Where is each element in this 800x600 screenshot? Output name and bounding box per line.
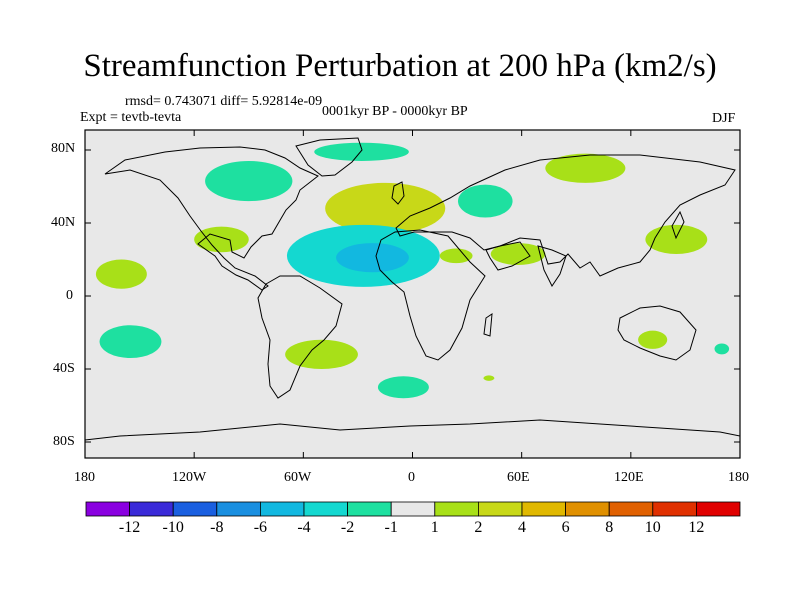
colorbar-swatch bbox=[390, 501, 436, 517]
colorbar-swatch bbox=[652, 501, 697, 517]
lat-tick-80N: 80N bbox=[51, 141, 76, 156]
anomaly-13 bbox=[285, 339, 358, 369]
stats-label: rmsd= 0.743071 diff= 5.92814e-09 bbox=[125, 94, 323, 109]
colorbar-swatch bbox=[172, 501, 218, 517]
anomaly-11 bbox=[95, 259, 147, 289]
australia-coast bbox=[617, 305, 697, 361]
anomaly-0 bbox=[325, 182, 446, 234]
colorbar-swatch bbox=[303, 501, 348, 517]
colorbar-swatch bbox=[565, 501, 610, 517]
colorbar bbox=[85, 501, 741, 517]
colorbar-label: 12 bbox=[688, 519, 705, 536]
lon-tick-180w: 180 bbox=[74, 470, 95, 485]
colorbar-label: 2 bbox=[474, 519, 483, 536]
greenland-coast bbox=[295, 137, 363, 177]
colorbar-label: 8 bbox=[605, 519, 614, 536]
period-label: 0001kyr BP - 0000kyr BP bbox=[322, 104, 468, 119]
lon-tick-120E: 120E bbox=[614, 470, 644, 485]
colorbar-swatch bbox=[477, 501, 523, 517]
colorbar-label: -1 bbox=[384, 519, 398, 536]
anomaly-4 bbox=[314, 142, 409, 161]
colorbar-label: -10 bbox=[162, 519, 184, 536]
anomaly-2 bbox=[336, 243, 409, 273]
antarctica-coast bbox=[85, 419, 740, 441]
lon-tick-0: 0 bbox=[408, 470, 415, 485]
madagascar-coast bbox=[483, 313, 493, 337]
colorbar-swatch bbox=[85, 501, 130, 517]
anomaly-16 bbox=[638, 330, 668, 349]
colorbar-label: -4 bbox=[297, 519, 311, 536]
lat-tick-40S: 40S bbox=[53, 361, 75, 376]
eurasia-coast bbox=[395, 154, 736, 277]
anomaly-contours bbox=[95, 142, 730, 399]
lon-tick-120W: 120W bbox=[172, 470, 207, 485]
colorbar-label: -12 bbox=[118, 519, 141, 536]
anomaly-7 bbox=[645, 224, 708, 255]
anomaly-6 bbox=[457, 184, 513, 218]
lat-tick-0: 0 bbox=[66, 288, 73, 303]
colorbar-swatch bbox=[347, 501, 392, 517]
india-coast bbox=[537, 245, 567, 287]
lon-tick-180e: 180 bbox=[728, 470, 749, 485]
lat-tick-80S: 80S bbox=[53, 434, 75, 449]
map-background bbox=[85, 130, 740, 458]
colorbar-swatch bbox=[129, 501, 174, 517]
colorbar-label: -6 bbox=[253, 519, 268, 536]
uk-coast bbox=[391, 181, 405, 205]
anomaly-15 bbox=[483, 375, 495, 381]
japan-coast bbox=[671, 210, 685, 240]
colorbar-swatch bbox=[608, 501, 654, 517]
anomaly-8 bbox=[490, 243, 546, 265]
anomaly-5 bbox=[545, 153, 626, 183]
colorbar-label: 1 bbox=[430, 519, 439, 536]
colorbar-label: -8 bbox=[210, 519, 224, 536]
season-label: DJF bbox=[712, 111, 736, 126]
colorbar-swatch bbox=[434, 501, 479, 517]
colorbar-swatch bbox=[521, 501, 566, 517]
south-america-coast bbox=[257, 275, 343, 399]
arabia-coast bbox=[485, 241, 531, 271]
anomaly-10 bbox=[194, 226, 249, 253]
lon-tick-60W: 60W bbox=[284, 470, 312, 485]
anomaly-3 bbox=[205, 160, 293, 202]
north-america-coast bbox=[104, 146, 319, 291]
anomaly-14 bbox=[377, 376, 429, 399]
colorbar-swatch bbox=[216, 501, 261, 517]
africa-coast bbox=[375, 229, 486, 361]
anomaly-9 bbox=[439, 248, 473, 264]
anomaly-17 bbox=[714, 343, 730, 355]
colorbar-swatch bbox=[259, 501, 305, 517]
colorbar-label: -2 bbox=[340, 519, 355, 536]
experiment-label: Expt = tevtb-tevta bbox=[80, 110, 182, 125]
colorbar-swatch bbox=[696, 501, 741, 517]
colorbar-label: 6 bbox=[561, 519, 570, 536]
coastlines bbox=[85, 137, 740, 441]
anomaly-12 bbox=[99, 325, 162, 359]
axis-ticks bbox=[84, 130, 741, 458]
plot-title: Streamfunction Perturbation at 200 hPa (… bbox=[83, 48, 717, 84]
lon-tick-60E: 60E bbox=[507, 470, 530, 485]
colorbar-label: 10 bbox=[644, 519, 661, 536]
colorbar-label: 4 bbox=[518, 519, 526, 536]
lat-tick-40N: 40N bbox=[51, 215, 76, 230]
